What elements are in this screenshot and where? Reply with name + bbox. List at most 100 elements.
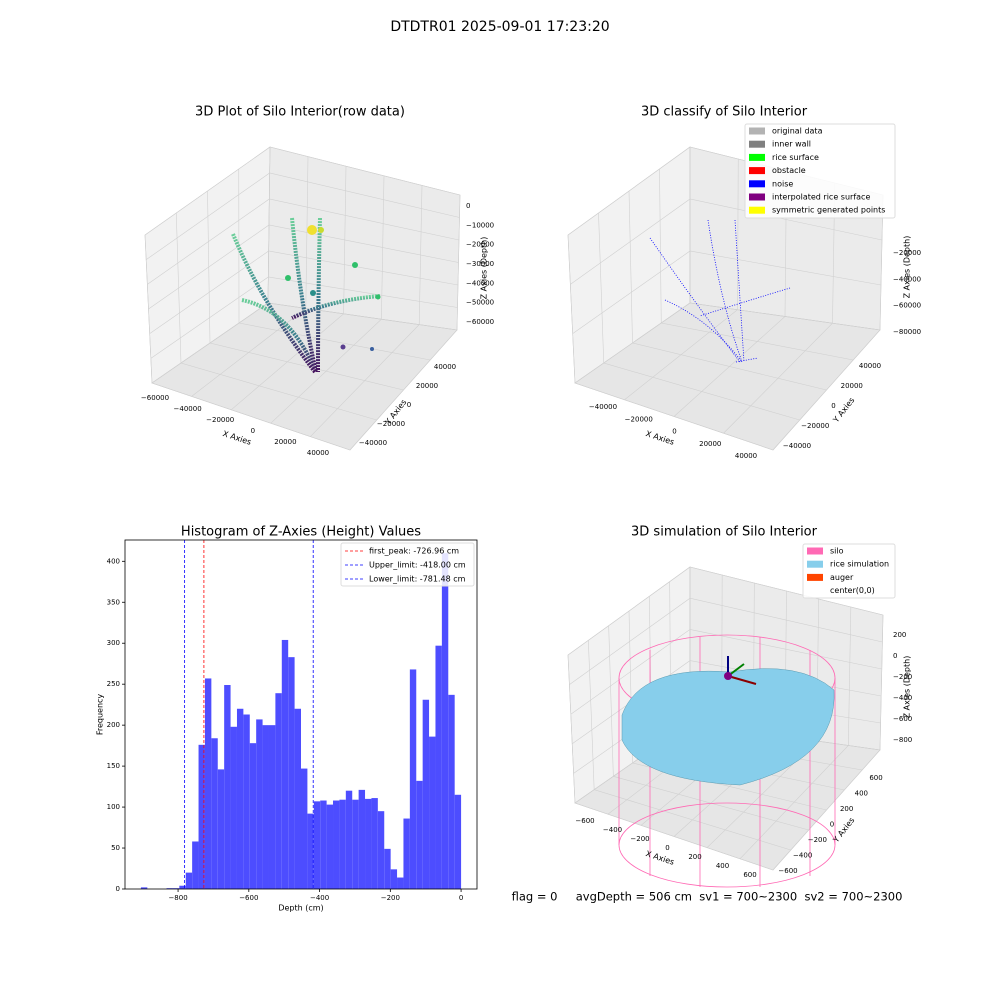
grid-line — [145, 172, 460, 260]
y-tick-label: 600 — [869, 774, 882, 782]
bar — [435, 645, 442, 889]
legend-label: interpolated rice surface — [772, 193, 870, 202]
legend-label: silo — [830, 547, 844, 556]
legend-label: rice simulation — [830, 560, 889, 569]
legend-label: first_peak: -726.96 cm — [369, 547, 459, 556]
z-tick-label: −80000 — [893, 328, 921, 336]
x-axis-label: Depth (cm) — [278, 904, 323, 913]
y-tick-label: −200 — [808, 836, 827, 844]
x-tick-label: −40000 — [174, 405, 202, 413]
x-tick-label: −20000 — [625, 415, 653, 423]
bar — [409, 669, 417, 889]
x-tick-label: −800 — [168, 894, 187, 902]
plot-frame — [124, 539, 478, 890]
z-tick-label: −50000 — [466, 299, 494, 307]
z-tick-label: −40000 — [466, 279, 494, 287]
legend-label: Upper_limit: -418.00 cm — [369, 561, 466, 570]
bar — [140, 887, 148, 889]
bar — [301, 768, 308, 889]
grid-line — [151, 302, 458, 384]
legend-label: original data — [772, 127, 823, 136]
bar — [429, 736, 436, 889]
y-tick-label: 100 — [107, 803, 120, 811]
y-tick-label: 40000 — [859, 362, 881, 370]
y-tick-label: 50 — [111, 844, 120, 852]
grid-line — [570, 629, 882, 715]
legend-box — [744, 123, 896, 219]
x-tick-label: −20000 — [206, 416, 234, 424]
grid-line — [574, 302, 881, 384]
x-axis-label: X Axies — [645, 849, 676, 867]
y-tick-label: 200 — [840, 805, 853, 813]
x-tick-label: 20000 — [699, 440, 721, 448]
subplot-title: 3D classify of Silo Interior — [641, 105, 808, 120]
x-tick-label: −200 — [381, 894, 400, 902]
pane-back — [267, 146, 461, 331]
legend-swatch — [749, 140, 765, 148]
bar — [403, 818, 410, 889]
bar — [384, 848, 391, 889]
y-tick-label: −40000 — [359, 439, 387, 447]
grid-line — [148, 224, 459, 310]
z-tick-label: 200 — [893, 631, 906, 639]
bar — [262, 725, 269, 889]
x-tick-label: 0 — [251, 427, 255, 435]
bar — [172, 888, 180, 889]
y-tick-label: 20000 — [841, 382, 863, 390]
bar — [320, 800, 327, 889]
grid-line — [150, 276, 458, 359]
x-tick-label: −600 — [575, 817, 594, 825]
rice-surface — [621, 668, 835, 786]
y-tick-label: −20000 — [801, 422, 829, 430]
x-tick-label: −60000 — [141, 394, 169, 402]
bar — [268, 725, 276, 889]
z-tick-label: −20000 — [466, 241, 494, 249]
bar — [390, 869, 398, 889]
bar — [416, 780, 423, 889]
y-tick-label: −400 — [793, 852, 812, 860]
status-text: flag = 0 avgDepth = 506 cm sv1 = 700~230… — [512, 890, 903, 904]
bar — [352, 799, 359, 889]
bar — [333, 800, 340, 889]
bar — [371, 798, 378, 889]
y-tick-label: 400 — [107, 557, 120, 565]
legend-swatch — [807, 587, 823, 595]
z-tick-label: −60000 — [466, 318, 494, 326]
z-tick-label: −200 — [893, 673, 912, 681]
legend-box — [340, 542, 475, 587]
y-tick-label: 150 — [107, 762, 120, 770]
y-tick-label: 250 — [107, 680, 120, 688]
z-tick-label: −20000 — [893, 249, 921, 257]
grid-line — [572, 250, 882, 334]
legend-label: symmetric generated points — [772, 206, 885, 215]
bar — [397, 877, 404, 889]
bar — [377, 811, 385, 889]
bar — [198, 744, 205, 889]
bar — [256, 719, 263, 889]
x-tick-label: 600 — [743, 871, 756, 879]
bar — [179, 885, 186, 889]
x-tick-label: −400 — [310, 894, 329, 902]
legend-label: noise — [772, 179, 793, 188]
x-tick-label: 20000 — [274, 438, 296, 446]
subplot-title: 3D simulation of Silo Interior — [631, 525, 818, 540]
legend-swatch — [807, 560, 823, 568]
legend-label: obstacle — [772, 166, 806, 175]
bar — [230, 726, 237, 889]
y-tick-label: 0 — [407, 401, 411, 409]
bar — [236, 708, 244, 889]
bar — [224, 685, 231, 889]
x-axis-label: X Axies — [222, 429, 253, 447]
legend-label: Lower_limit: -781.48 cm — [369, 575, 466, 584]
legend-label: auger — [830, 573, 854, 582]
subplot-title: 3D Plot of Silo Interior(row data) — [195, 105, 405, 120]
legend-box — [802, 543, 896, 599]
grid-line — [569, 597, 883, 685]
auger — [724, 656, 757, 685]
x-tick-label: 400 — [716, 862, 729, 870]
bar — [281, 639, 289, 889]
grid-line — [567, 566, 884, 656]
z-tick-label: −40000 — [893, 275, 921, 283]
x-tick-label: −200 — [630, 835, 649, 843]
